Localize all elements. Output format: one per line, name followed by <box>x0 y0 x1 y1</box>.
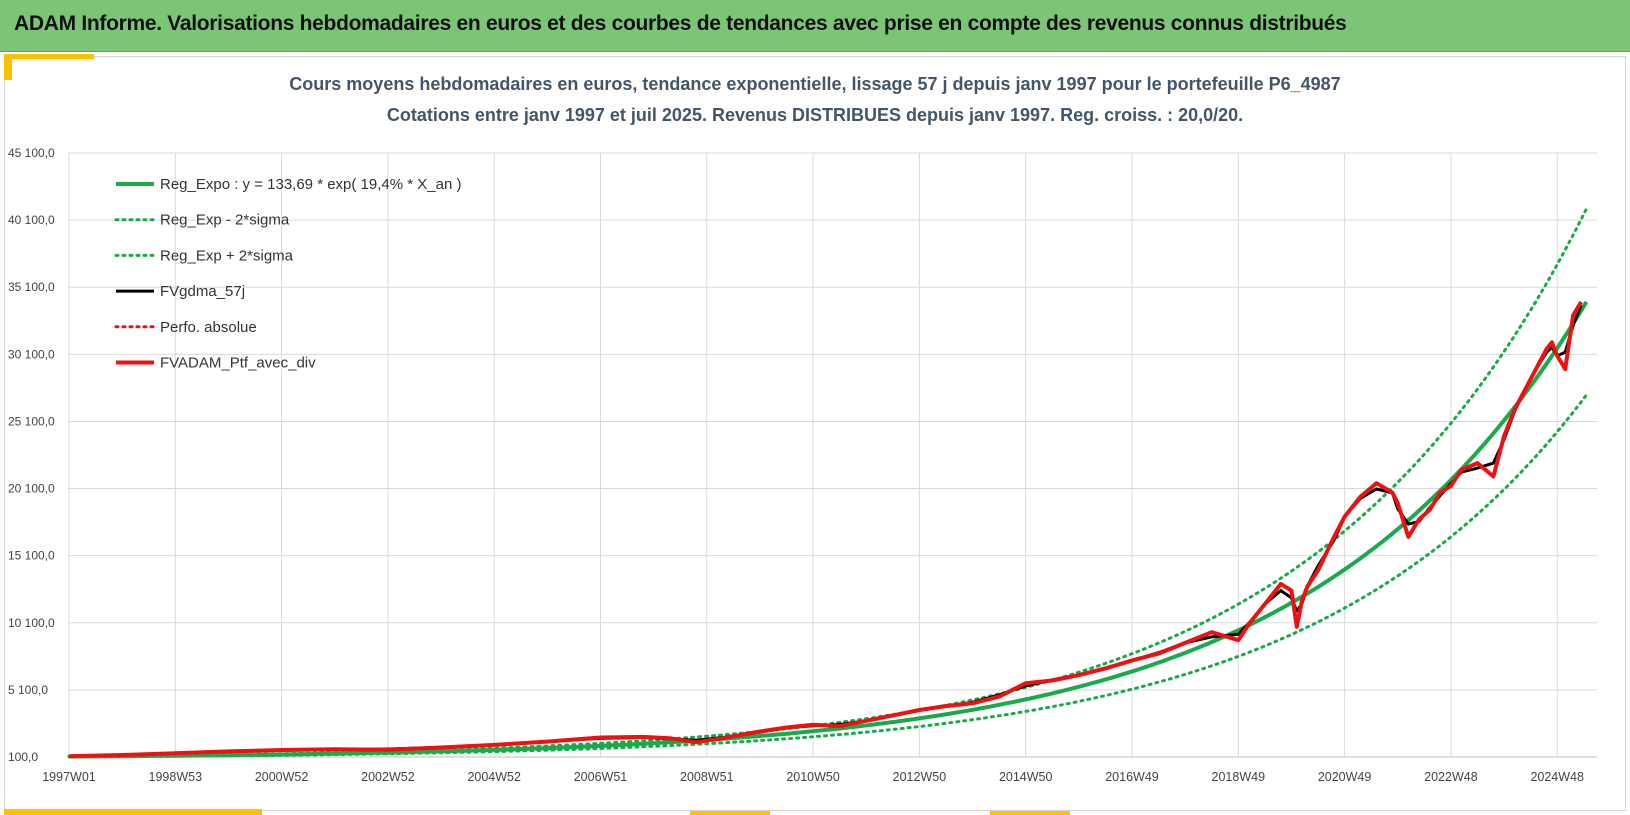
page-header: ADAM Informe. Valorisations hebdomadaire… <box>0 0 1630 52</box>
x-tick-label: 2000W52 <box>255 770 309 784</box>
legend-label: Reg_Exp - 2*sigma <box>160 212 290 229</box>
x-tick-label: 2006W51 <box>574 770 628 784</box>
legend-label: Reg_Expo : y = 133,69 * exp( 19,4% * X_a… <box>160 176 461 193</box>
x-tick-label: 2004W52 <box>467 770 521 784</box>
x-tick-label: 2010W50 <box>786 770 840 784</box>
frame-accent-top-bar <box>4 54 94 59</box>
y-tick-label: 20 100,0 <box>8 482 55 496</box>
chart-subtitle: Cotations entre janv 1997 et juil 2025. … <box>386 105 1244 125</box>
frame-accent-bottom-left <box>4 809 262 815</box>
frame-accent-bottom-mid2 <box>990 811 1070 815</box>
chart-frame <box>4 56 1626 811</box>
y-tick-label: 10 100,0 <box>8 616 55 630</box>
fvadam-ptf-avec-div-line <box>68 300 1583 759</box>
x-tick-label: 2018W49 <box>1212 770 1266 784</box>
x-tick-label: 2012W50 <box>893 770 947 784</box>
chart-title: Cours moyens hebdomadaires en euros, ten… <box>289 74 1341 94</box>
page-title: ADAM Informe. Valorisations hebdomadaire… <box>14 12 1347 35</box>
frame-accent-bottom-mid <box>690 811 770 815</box>
reg-exp-minus-2sigma-line <box>67 393 1588 759</box>
y-tick-label: 15 100,0 <box>8 549 55 563</box>
y-tick-label: 5 100,0 <box>8 683 48 697</box>
reg-exp-plus-2sigma-line <box>67 207 1588 758</box>
x-tick-label: 1997W01 <box>42 770 96 784</box>
y-tick-label: 45 100,0 <box>8 146 55 160</box>
x-tick-label: 2022W48 <box>1424 770 1478 784</box>
y-tick-label: 30 100,0 <box>8 347 55 361</box>
legend-label: FVADAM_Ptf_avec_div <box>160 355 316 372</box>
x-tick-label: 2020W49 <box>1318 770 1372 784</box>
x-tick-label: 2016W49 <box>1105 770 1159 784</box>
legend-label: Perfo. absolue <box>160 319 257 336</box>
x-tick-label: 2002W52 <box>361 770 415 784</box>
fvgdma-57j-line <box>68 304 1583 758</box>
y-tick-label: 40 100,0 <box>8 213 55 227</box>
x-tick-label: 1998W53 <box>149 770 203 784</box>
x-tick-label: 2014W50 <box>999 770 1053 784</box>
y-tick-label: 100,0 <box>8 750 38 764</box>
legend-label: FVgdma_57j <box>160 283 245 300</box>
y-tick-label: 25 100,0 <box>8 414 55 428</box>
legend-label: Reg_Exp + 2*sigma <box>160 247 294 264</box>
reg-expo-line <box>69 300 1589 759</box>
x-tick-label: 2008W51 <box>680 770 734 784</box>
y-tick-label: 35 100,0 <box>8 280 55 294</box>
frame-accent-top-left <box>4 54 12 80</box>
x-tick-label: 2024W48 <box>1530 770 1584 784</box>
